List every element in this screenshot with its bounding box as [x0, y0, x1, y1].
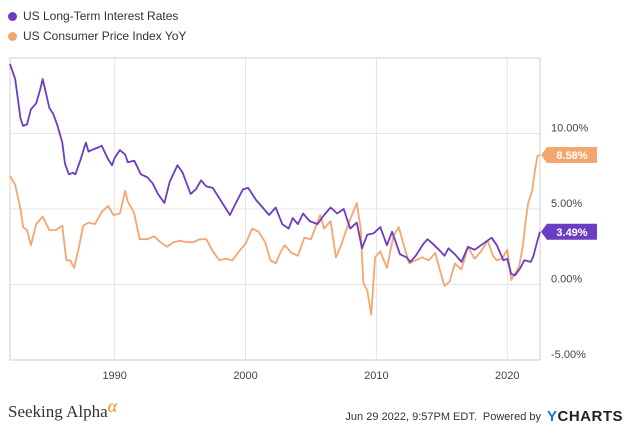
legend-item-interest-rates[interactable]: US Long-Term Interest Rates: [8, 6, 186, 26]
brand-name: Seeking Alpha: [8, 402, 108, 421]
plot-area-border: [9, 57, 541, 361]
legend-label-interest-rates: US Long-Term Interest Rates: [23, 9, 179, 23]
x-tick-label: 2000: [233, 370, 257, 382]
legend: US Long-Term Interest Rates US Consumer …: [8, 6, 186, 46]
last-value-badge-cpi: 8.58%: [541, 146, 597, 163]
y-tick-label: -5.00%: [551, 349, 586, 361]
series-line-interest-rates[interactable]: [9, 63, 541, 277]
x-tick-label: 1990: [102, 370, 126, 382]
ycharts-wordmark: CHARTS: [557, 408, 623, 425]
legend-item-cpi[interactable]: US Consumer Price Index YoY: [8, 26, 186, 46]
badge-value: 8.58%: [556, 150, 587, 162]
y-tick-label: 5.00%: [551, 198, 582, 210]
chart-footer: Jun 29 2022, 9:57PM EDT. Powered by YCHA…: [345, 408, 623, 425]
tick-labels: -5.00% 0.00% 5.00% 10.00% 1990 2000 2010 2020: [102, 123, 588, 383]
badge-value: 3.49%: [556, 227, 587, 239]
y-tick-label: 10.00%: [551, 123, 589, 135]
badge-shape: [541, 223, 597, 240]
badge-shape: [541, 146, 597, 163]
last-value-badge-interest-rates: 3.49%: [541, 223, 597, 240]
seeking-alpha-logo[interactable]: Seeking Alphaα: [8, 396, 117, 423]
legend-label-cpi: US Consumer Price Index YoY: [23, 29, 187, 43]
series-line-cpi[interactable]: [9, 154, 541, 316]
powered-by-label: Powered by: [482, 410, 541, 423]
alpha-mark-icon: α: [107, 396, 118, 416]
last-value-badges: 3.49% 8.58%: [541, 146, 597, 240]
legend-marker-cpi: [8, 31, 17, 41]
x-tick-label: 2010: [364, 370, 388, 382]
timestamp: Jun 29 2022, 9:57PM EDT.: [345, 410, 477, 423]
ycharts-y-mark: Y: [546, 408, 558, 425]
y-tick-label: 0.00%: [551, 274, 582, 286]
x-tick-label: 2020: [495, 370, 519, 382]
series-lines: [9, 63, 541, 316]
legend-marker-interest-rates: [8, 11, 17, 21]
ycharts-logo[interactable]: YCHARTS: [547, 408, 623, 425]
